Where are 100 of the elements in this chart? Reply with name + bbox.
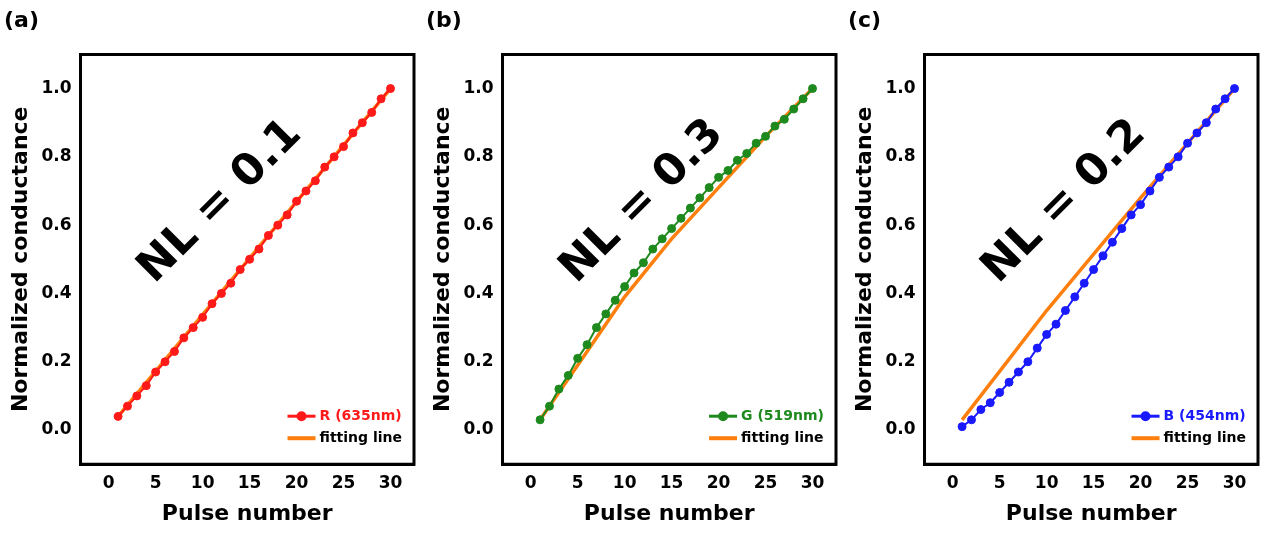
- x-tick-label: 15: [1081, 471, 1106, 492]
- legend-label: fitting line: [1163, 428, 1246, 445]
- x-tick-label: 25: [1175, 471, 1200, 492]
- point: [582, 340, 592, 350]
- y-tick-label: 0.4: [885, 281, 916, 302]
- point: [1192, 128, 1202, 138]
- point: [1201, 118, 1211, 128]
- point: [1107, 237, 1117, 247]
- point: [1098, 251, 1108, 261]
- point: [761, 131, 771, 141]
- y-tick-label: 0.2: [885, 350, 916, 371]
- point: [648, 244, 658, 254]
- point: [292, 196, 302, 206]
- point: [638, 258, 648, 268]
- y-tick-label: 0.4: [41, 281, 72, 302]
- legend-label: G (519nm): [741, 406, 825, 423]
- point: [573, 353, 583, 363]
- point: [339, 142, 349, 152]
- point: [554, 384, 564, 394]
- point: [1164, 162, 1174, 172]
- x-tick-label: 25: [753, 471, 778, 492]
- y-tick-label: 0.6: [41, 213, 72, 234]
- point: [779, 114, 789, 124]
- y-axis-title: Normalized conductance: [6, 106, 32, 413]
- point: [1070, 292, 1080, 302]
- point: [1145, 186, 1155, 196]
- point: [667, 224, 677, 234]
- point: [367, 107, 377, 117]
- point: [1060, 306, 1070, 316]
- point: [1013, 367, 1023, 377]
- point: [966, 415, 976, 425]
- x-tick-label: 30: [378, 471, 403, 492]
- point: [1032, 343, 1042, 353]
- y-tick-label: 0.8: [885, 145, 916, 166]
- x-tick-label: 5: [571, 471, 584, 492]
- x-tick-label: 5: [149, 471, 162, 492]
- point: [216, 288, 226, 298]
- point: [685, 203, 695, 213]
- point: [122, 401, 132, 411]
- point: [376, 94, 386, 104]
- point: [301, 186, 311, 196]
- point: [386, 84, 396, 94]
- y-tick-label: 0.4: [463, 281, 494, 302]
- point: [226, 278, 236, 288]
- point: [207, 299, 217, 309]
- y-axis-title: Normalized conductance: [428, 106, 454, 413]
- point: [629, 268, 639, 278]
- point: [329, 152, 339, 162]
- x-axis-title: Pulse number: [1005, 499, 1177, 525]
- x-tick-label: 0: [524, 471, 537, 492]
- point: [179, 333, 189, 343]
- annotation: NL = 0.1: [125, 106, 311, 292]
- point: [732, 155, 742, 165]
- point: [188, 323, 198, 333]
- y-tick-label: 0.0: [41, 418, 72, 439]
- point: [357, 118, 367, 128]
- x-tick-label: 20: [706, 471, 731, 492]
- chart-title: (a): [4, 6, 39, 32]
- point: [620, 282, 630, 292]
- x-tick-label: 30: [1222, 471, 1247, 492]
- point: [160, 357, 170, 367]
- x-axis-title: Pulse number: [583, 499, 755, 525]
- x-axis-title: Pulse number: [161, 499, 333, 525]
- point: [1089, 265, 1099, 275]
- point: [235, 265, 245, 275]
- y-tick-label: 0.0: [463, 418, 494, 439]
- point: [310, 176, 320, 186]
- point: [1079, 278, 1089, 288]
- point: [113, 411, 123, 421]
- y-tick-label: 0.6: [885, 213, 916, 234]
- legend-label: R (635nm): [319, 406, 402, 423]
- point: [751, 138, 761, 148]
- point: [695, 193, 705, 203]
- x-tick-label: 30: [800, 471, 825, 492]
- point: [1004, 377, 1014, 387]
- point: [1042, 329, 1052, 339]
- annotation: NL = 0.2: [969, 106, 1155, 292]
- point: [1173, 152, 1183, 162]
- point: [676, 213, 686, 223]
- point: [985, 398, 995, 408]
- point: [1023, 357, 1033, 367]
- point: [957, 422, 967, 432]
- point: [808, 84, 818, 94]
- chart-title: (c): [848, 6, 882, 32]
- x-tick-label: 15: [659, 471, 684, 492]
- y-axis-title: Normalized conductance: [850, 106, 876, 413]
- point: [657, 234, 667, 244]
- point: [995, 387, 1005, 397]
- x-tick-label: 25: [331, 471, 356, 492]
- point: [789, 104, 799, 114]
- y-tick-label: 1.0: [885, 76, 916, 97]
- x-tick-label: 15: [237, 471, 262, 492]
- legend-label: fitting line: [319, 428, 402, 445]
- x-tick-label: 20: [1128, 471, 1153, 492]
- x-tick-label: 10: [190, 471, 215, 492]
- point: [245, 254, 255, 264]
- x-tick-label: 0: [102, 471, 115, 492]
- y-tick-label: 0.2: [41, 350, 72, 371]
- point: [591, 323, 601, 333]
- y-tick-label: 0.0: [885, 418, 916, 439]
